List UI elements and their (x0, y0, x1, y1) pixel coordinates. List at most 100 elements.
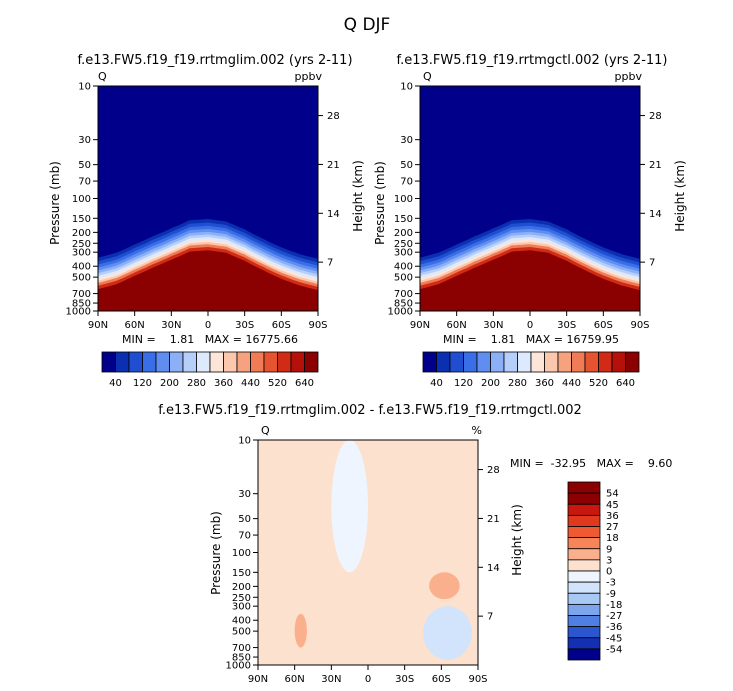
cbar-bottom-label: -45 (606, 633, 622, 644)
plot-right-ytick-label: 30 (400, 135, 413, 146)
cbar-bottom-swatch (567, 537, 601, 550)
cbar-right-label: 120 (454, 378, 473, 389)
cbar-left-swatch (182, 351, 197, 373)
cbar-left-swatch (115, 351, 130, 373)
plot-bottom-negative-region-0 (331, 440, 368, 573)
cbar-left-label: 120 (133, 378, 152, 389)
plot-right-ytick-label: 50 (400, 160, 413, 171)
plot-left-ytick-label: 50 (78, 160, 91, 171)
cbar-right-swatch (530, 351, 545, 373)
plot-bottom-rtick-label: 28 (487, 465, 500, 476)
cbar-right-label: 360 (535, 378, 554, 389)
cbar-bottom-swatch (567, 637, 601, 650)
cbar-bottom-label: -36 (606, 622, 622, 633)
cbar-left-swatch (128, 351, 143, 373)
cbar-left-swatch (223, 351, 238, 373)
cbar-right-swatch (584, 351, 599, 373)
cbar-bottom-label: 45 (606, 500, 619, 511)
panel-left-right-ylabel: Height (km) (351, 160, 365, 231)
panel-bottom-left-string: Q (261, 424, 270, 437)
cbar-right-swatch (503, 351, 518, 373)
plot-bottom-xtick-label: 60N (285, 674, 305, 685)
cbar-right-swatch (598, 351, 613, 373)
cbar-right-swatch (476, 351, 491, 373)
plot-left-xtick-label: 90S (308, 320, 327, 331)
cbar-bottom-label: -54 (606, 644, 622, 655)
plot-right-xtick-label: 30N (483, 320, 503, 331)
plot-right-ytick-label: 700 (394, 289, 413, 300)
plot-right-ytick-label: 70 (400, 177, 413, 188)
plot-left-ytick-label: 400 (72, 262, 91, 273)
cbar-bottom-label: 18 (606, 533, 619, 544)
plot-right-ytick-label: 10 (400, 82, 413, 93)
cbar-bottom-swatch (567, 592, 601, 605)
panel-right-plot: 1030507010015020025030040050070085010002… (388, 82, 662, 332)
plot-bottom-xtick-label: 90N (248, 674, 268, 685)
plot-bottom-ytick-label: 300 (232, 602, 251, 613)
cbar-right-label: 40 (430, 378, 443, 389)
plot-right-xtick-label: 30S (557, 320, 576, 331)
cbar-left-swatch (142, 351, 157, 373)
cbar-bottom-swatch (567, 526, 601, 539)
plot-bottom-ytick-label: 850 (232, 653, 251, 664)
plot-left-xtick-label: 30N (161, 320, 181, 331)
plot-left-rtick-label: 21 (327, 160, 340, 171)
cbar-bottom-swatch (567, 648, 601, 661)
panel-left-colorbar: 40 120 200 280 360 440 520 640 (101, 351, 319, 389)
cbar-left-swatch (155, 351, 170, 373)
plot-right-rtick-label: 21 (649, 160, 662, 171)
plot-right-rtick-label: 14 (649, 209, 662, 220)
panel-right-colorbar: 40 120 200 280 360 440 520 640 (422, 351, 640, 389)
panel-left: f.e13.FW5.f19_f19.rrtmglim.002 (yrs 2-11… (48, 53, 365, 389)
plot-bottom-ytick-label: 30 (238, 489, 251, 500)
cbar-bottom-swatch (567, 514, 601, 527)
plot-bottom-ytick-label: 500 (232, 627, 251, 638)
cbar-left-swatch (304, 351, 319, 373)
plot-bottom-ytick-label: 70 (238, 531, 251, 542)
cbar-left-swatch (277, 351, 292, 373)
plot-left-ytick-label: 700 (72, 289, 91, 300)
cbar-bottom-label: 3 (606, 555, 612, 566)
plot-right-xtick-label: 60S (594, 320, 613, 331)
cbar-bottom-swatch (567, 615, 601, 628)
panel-left-left-string: Q (98, 70, 107, 83)
cbar-left-label: 360 (214, 378, 233, 389)
cbar-bottom-swatch (567, 503, 601, 516)
plot-bottom-xtick-label: 30N (321, 674, 341, 685)
plot-left-ytick-label: 1000 (66, 307, 91, 318)
plot-left-rtick-label: 28 (327, 111, 340, 122)
cbar-left-swatch (290, 351, 305, 373)
plot-right-xtick-label: 90S (630, 320, 649, 331)
panel-right-right-ylabel: Height (km) (673, 160, 687, 231)
cbar-right-swatch (544, 351, 559, 373)
cbar-left-swatch (236, 351, 251, 373)
plot-left-ytick-label: 250 (72, 239, 91, 250)
plot-bottom-xtick-label: 30S (395, 674, 414, 685)
cbar-left-label: 200 (160, 378, 179, 389)
cbar-right-swatch (611, 351, 626, 373)
plot-right-ytick-label: 250 (394, 239, 413, 250)
plot-left-ytick-label: 850 (72, 299, 91, 310)
plot-left-xtick-label: 60N (125, 320, 145, 331)
cbar-bottom-swatch (567, 548, 601, 561)
plot-left-ytick-label: 30 (78, 135, 91, 146)
plot-bottom-ytick-label: 150 (232, 568, 251, 579)
plot-bottom-ytick-label: 250 (232, 593, 251, 604)
cbar-bottom-label: 54 (606, 489, 619, 500)
plot-left-ytick-label: 70 (78, 177, 91, 188)
panel-left-plot: 1030507010015020025030040050070085010002… (66, 82, 340, 332)
plot-left-xtick-label: 60S (272, 320, 291, 331)
plot-right-field-band-11 (420, 250, 640, 311)
cbar-left-swatch (209, 351, 224, 373)
cbar-bottom-swatch (567, 481, 601, 494)
panel-right-right-string: ppbv (615, 70, 643, 83)
plot-right-ytick-label: 200 (394, 228, 413, 239)
cbar-right-swatch (557, 351, 572, 373)
cbar-right-swatch (490, 351, 505, 373)
plot-left-ytick-label: 300 (72, 248, 91, 259)
plot-right-ytick-label: 150 (394, 214, 413, 225)
cbar-left-label: 640 (295, 378, 314, 389)
plot-right-ytick-label: 500 (394, 273, 413, 284)
panel-right-left-string: Q (423, 70, 432, 83)
